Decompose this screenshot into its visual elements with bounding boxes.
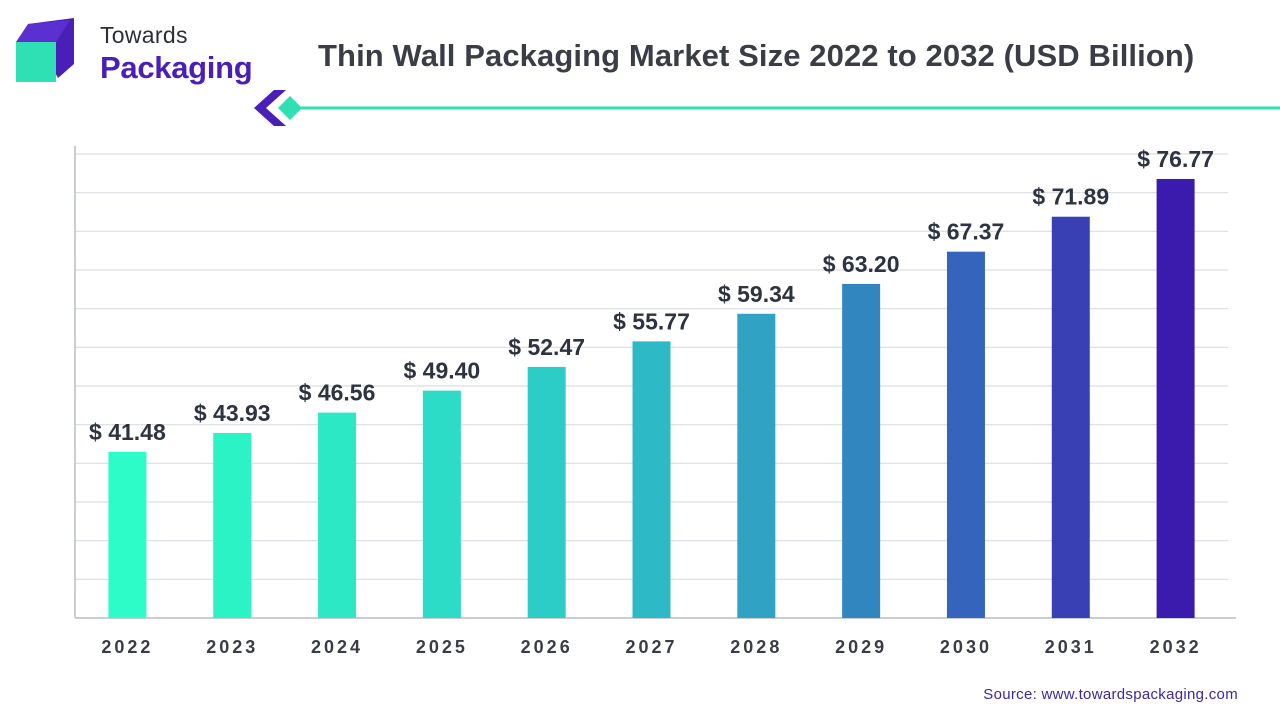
x-tick-label-2024: 2024 [311, 637, 363, 657]
data-label-2028: $ 59.34 [718, 281, 795, 307]
bar-2025 [422, 390, 461, 618]
bar-2032 [1156, 178, 1195, 618]
x-tick-label-2032: 2032 [1150, 637, 1202, 657]
x-tick-label-2027: 2027 [625, 637, 677, 657]
bar-2023 [213, 432, 252, 618]
data-label-2022: $ 41.48 [89, 419, 166, 445]
header-divider [254, 90, 1280, 126]
x-tick-label-2030: 2030 [940, 637, 992, 657]
bar-2022 [108, 451, 147, 618]
brand-name-top: Towards [100, 22, 188, 48]
data-label-2031: $ 71.89 [1032, 184, 1109, 210]
bar-2026 [527, 366, 566, 618]
bar-2029 [842, 283, 881, 618]
chevron-left-icon [254, 90, 286, 126]
bar-2030 [946, 251, 985, 618]
brand-logo: Towards Packaging [14, 18, 254, 88]
data-label-2032: $ 76.77 [1137, 146, 1214, 172]
bar-2028 [737, 313, 776, 618]
data-label-2029: $ 63.20 [823, 251, 900, 277]
data-label-2024: $ 46.56 [299, 380, 376, 406]
x-tick-label-2025: 2025 [416, 637, 468, 657]
source-note: Source: www.towardspackaging.com [983, 686, 1238, 703]
data-label-2026: $ 52.47 [508, 334, 585, 360]
brand-name-bottom: Packaging [100, 50, 253, 85]
diamond-icon [278, 96, 302, 120]
bar-2024 [318, 412, 357, 618]
data-label-2027: $ 55.77 [613, 308, 690, 334]
x-tick-label-2023: 2023 [206, 637, 258, 657]
x-tick-label-2022: 2022 [101, 637, 153, 657]
x-tick-label-2026: 2026 [521, 637, 573, 657]
x-tick-label-2028: 2028 [730, 637, 782, 657]
packaging-box-icon [16, 18, 74, 82]
data-label-2023: $ 43.93 [194, 400, 271, 426]
chart-title: Thin Wall Packaging Market Size 2022 to … [318, 38, 1195, 73]
x-tick-label-2029: 2029 [835, 637, 887, 657]
bar-2031 [1051, 216, 1090, 618]
bar-2027 [632, 341, 671, 618]
data-label-2030: $ 67.37 [928, 219, 1005, 245]
data-label-2025: $ 49.40 [403, 358, 480, 384]
x-tick-label-2031: 2031 [1045, 637, 1097, 657]
